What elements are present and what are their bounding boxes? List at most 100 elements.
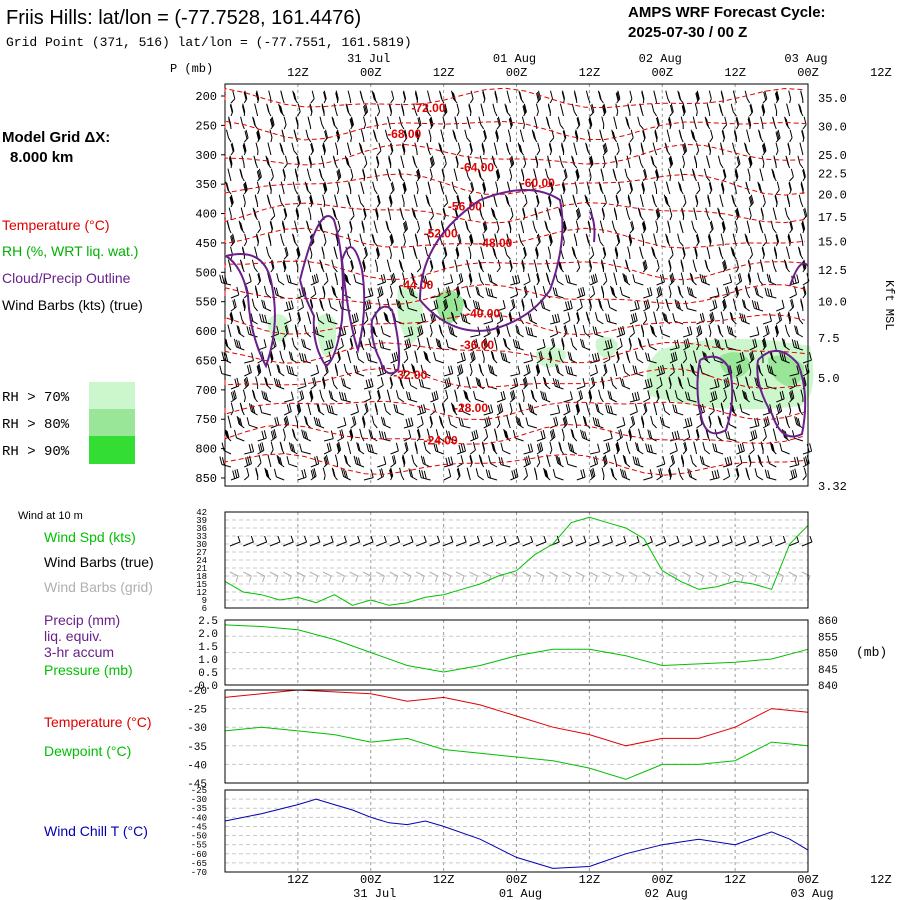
- wind-barb: [525, 417, 538, 429]
- wind-barb: [550, 313, 561, 325]
- wind-barb: [622, 363, 631, 377]
- surface-wind-barb: [455, 535, 467, 547]
- wind-barb: [776, 299, 785, 312]
- wind-barb: [642, 259, 648, 273]
- wind-barb: [721, 220, 726, 234]
- wind-barb: [264, 376, 272, 390]
- pressure-unit-label: (mb): [856, 645, 887, 660]
- model-grid-value: 8.000 km: [10, 149, 73, 166]
- wind-barb: [335, 233, 339, 247]
- grid-wind-barb: [721, 571, 731, 583]
- wind-barb: [224, 337, 232, 351]
- wind-barb: [282, 337, 286, 351]
- wind-barb: [492, 103, 498, 117]
- height-tick-label: 30.0: [818, 121, 847, 135]
- grid-wind-barb: [415, 571, 425, 583]
- wind-barb: [573, 90, 578, 104]
- wind-barb: [487, 364, 498, 377]
- wind-barb: [563, 312, 571, 325]
- wind-barb: [283, 246, 289, 260]
- wind-barb: [388, 155, 392, 169]
- rh70-label: RH > 70%: [2, 390, 70, 406]
- wind-barb: [268, 90, 272, 104]
- wind-barb: [588, 298, 592, 312]
- wind-barb: [500, 442, 511, 455]
- wind-barb: [704, 116, 711, 130]
- wind-barb: [689, 363, 697, 377]
- wind-barb: [429, 415, 433, 429]
- wind-barb: [762, 233, 768, 247]
- wind-barb: [331, 116, 338, 130]
- legend-pressure: Pressure (mb): [44, 662, 133, 678]
- wind-barb: [616, 416, 626, 429]
- wind-barb: [637, 116, 644, 130]
- wind-barb: [531, 129, 538, 143]
- wind-barb: [696, 181, 701, 195]
- precip-tick-label: 2.0: [198, 629, 218, 641]
- wind-barb: [464, 220, 471, 234]
- wind-barb: [598, 389, 604, 403]
- wind-barb: [319, 298, 325, 312]
- wind-barb: [707, 194, 711, 207]
- wind-barb: [629, 300, 640, 312]
- wind-barb: [682, 142, 688, 156]
- wind-barb: [293, 129, 298, 143]
- wind-barb: [769, 441, 777, 455]
- wind-barb: [659, 416, 671, 429]
- wind-barb: [454, 298, 458, 312]
- top-hour-label: 00Z: [651, 66, 673, 80]
- wind-barb: [786, 103, 791, 117]
- wind-barb: [747, 168, 751, 182]
- wind-barb: [478, 259, 485, 273]
- grid-wind-barb: [748, 571, 758, 583]
- wind-barb: [491, 155, 498, 169]
- wind-barb: [637, 337, 644, 351]
- surface-wind-barb: [322, 535, 334, 547]
- surface-wind-barb: [775, 535, 786, 547]
- bottom-hour-label: 12Z: [870, 873, 892, 887]
- windchill-tick-label: -50: [191, 832, 207, 842]
- wind-barb: [509, 168, 513, 182]
- wind-speed-tick-label: 33: [196, 532, 207, 542]
- wind-barb: [229, 194, 234, 208]
- wind-barb: [480, 246, 485, 260]
- wind-barb: [653, 181, 658, 195]
- wind-barb: [788, 90, 792, 104]
- wind-barb: [310, 455, 320, 468]
- wind-barb: [515, 416, 524, 429]
- wind-barb: [616, 350, 620, 364]
- wind-barb: [764, 469, 777, 481]
- wind-barb: [549, 90, 553, 104]
- wind-barb: [236, 415, 245, 429]
- wind-barb: [515, 325, 524, 338]
- windchill-tick-label: -40: [191, 813, 207, 823]
- wind-barb: [387, 207, 392, 221]
- wind-barb: [418, 378, 431, 390]
- wind-barb: [691, 220, 697, 234]
- wind-barb: [536, 272, 540, 286]
- wind-barb: [614, 155, 618, 169]
- wind-barb: [754, 286, 764, 299]
- wind-barb: [389, 467, 394, 481]
- wind-barb: [333, 103, 338, 117]
- wind-barb: [411, 454, 418, 468]
- wind-barb: [665, 298, 671, 312]
- wind-barb: [517, 142, 524, 156]
- wind-barb: [802, 352, 812, 364]
- height-tick-label: 35.0: [818, 92, 847, 106]
- wind-barb: [787, 233, 792, 247]
- surface-wind-barb: [376, 535, 387, 547]
- wind-barb: [680, 272, 684, 285]
- wind-barb: [255, 376, 259, 389]
- wind-barb: [353, 455, 365, 468]
- top-hour-label: 12Z: [870, 66, 892, 80]
- wind-barb: [334, 142, 338, 155]
- wind-barb: [626, 155, 631, 169]
- wind-barb: [307, 116, 312, 130]
- wind-barb: [797, 402, 804, 416]
- wind-barb: [709, 378, 720, 390]
- wind-barb: [429, 324, 433, 338]
- wind-barb: [415, 181, 419, 195]
- wind-barb: [400, 246, 405, 260]
- wind-barb: [696, 325, 703, 338]
